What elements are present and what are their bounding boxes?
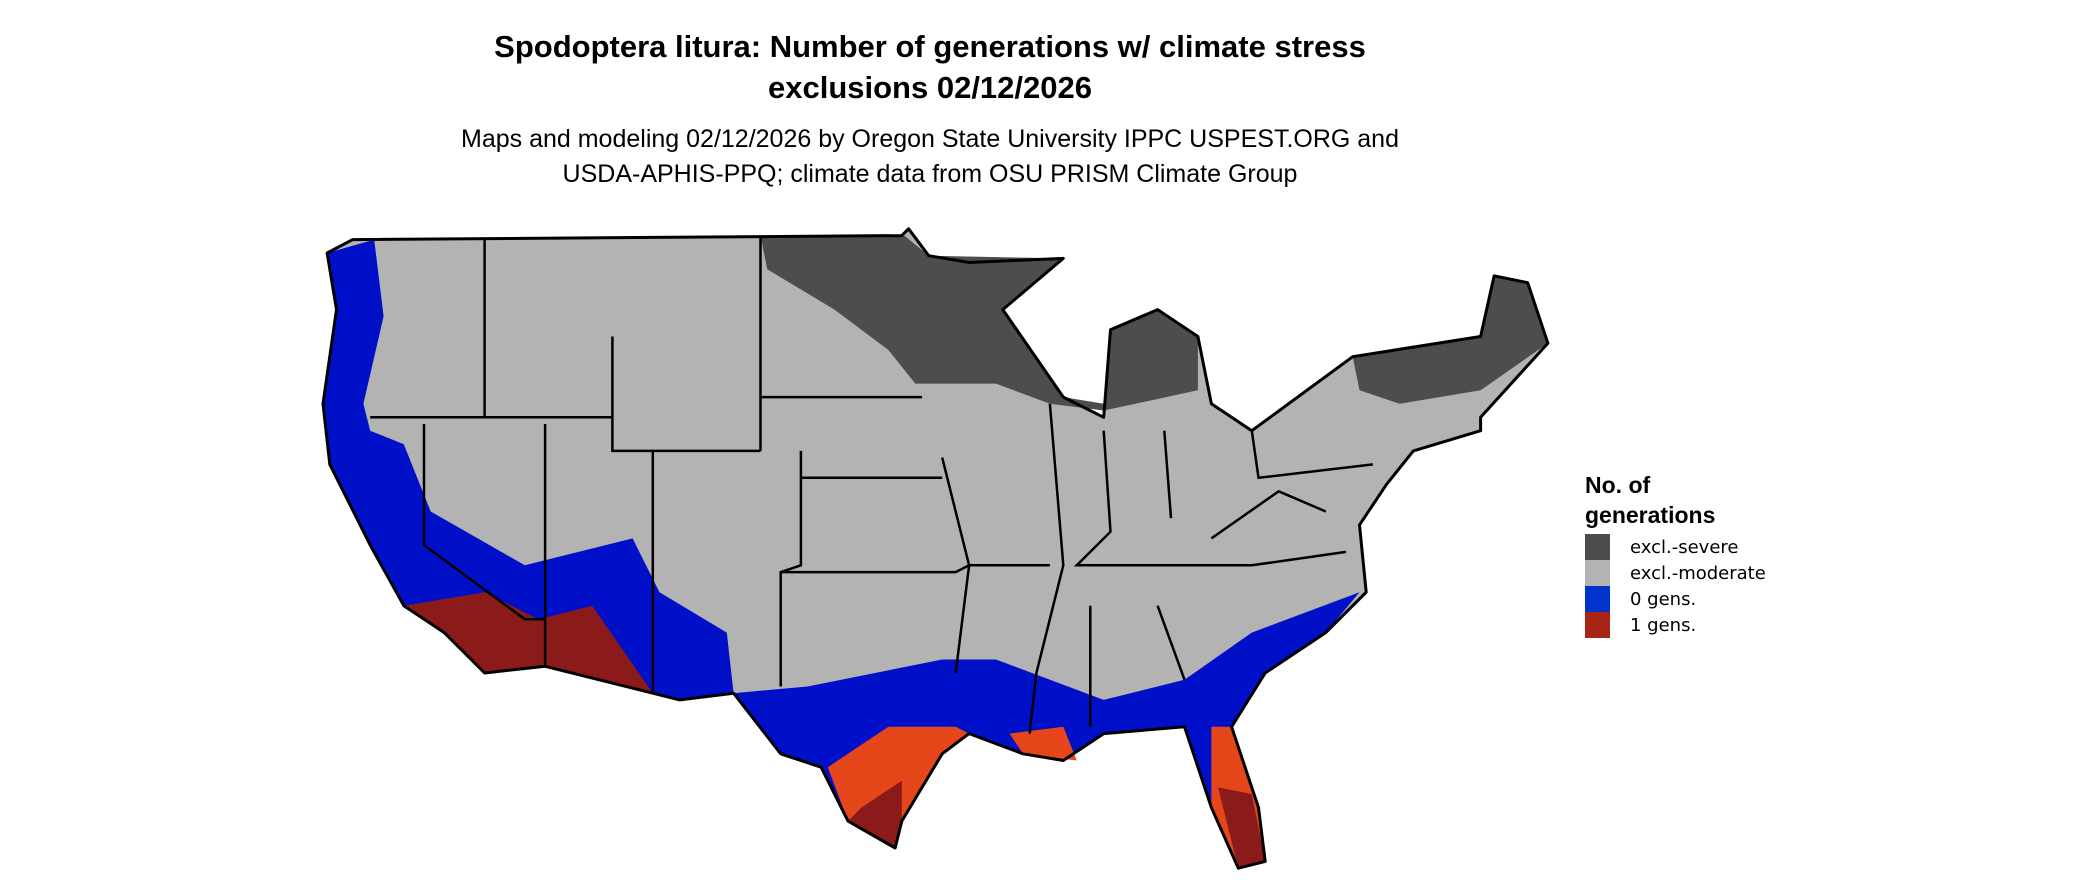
legend-item-0-gens: 0 gens. bbox=[1585, 586, 1766, 612]
conus-border bbox=[321, 227, 1550, 870]
legend-swatch bbox=[1585, 612, 1610, 638]
title-line-2: exclusions 02/12/2026 bbox=[767, 70, 1092, 105]
legend-item-1-gens: 1 gens. bbox=[1585, 612, 1766, 638]
zone-1-gens-louisiana bbox=[1009, 726, 1077, 761]
state-border bbox=[611, 336, 761, 453]
zone-1-gens-southwest bbox=[403, 592, 653, 694]
state-border bbox=[780, 564, 1050, 574]
state-border bbox=[779, 450, 803, 687]
zone-0-gens-west bbox=[323, 239, 734, 700]
state-border bbox=[422, 424, 546, 621]
state-border bbox=[1250, 430, 1374, 480]
legend: No. of generations excl.-severe excl.-mo… bbox=[1585, 470, 1766, 638]
legend-swatch bbox=[1585, 534, 1610, 560]
title-line-1: Spodoptera litura: Number of generations… bbox=[494, 29, 1366, 64]
state-border bbox=[1210, 489, 1327, 540]
state-border bbox=[1028, 403, 1065, 734]
legend-swatch bbox=[1585, 560, 1610, 586]
subtitle-line-1: Maps and modeling 02/12/2026 by Oregon S… bbox=[461, 125, 1399, 153]
zone-severe-northeast bbox=[1352, 275, 1548, 404]
map-title: Spodoptera litura: Number of generations… bbox=[0, 26, 1860, 108]
state-border bbox=[1163, 430, 1173, 519]
zone-severe-north bbox=[760, 235, 1198, 411]
subtitle-line-2: USDA-APHIS-PPQ; climate data from OSU PR… bbox=[562, 160, 1298, 188]
legend-item-severe: excl.-severe bbox=[1585, 534, 1766, 560]
map-subtitle: Maps and modeling 02/12/2026 by Oregon S… bbox=[0, 122, 1860, 192]
legend-title: No. of generations bbox=[1585, 470, 1766, 530]
legend-item-moderate: excl.-moderate bbox=[1585, 560, 1766, 586]
legend-swatch bbox=[1585, 586, 1610, 612]
zone-1-gens-texas-south bbox=[848, 780, 902, 848]
legend-label: excl.-severe bbox=[1630, 536, 1739, 558]
legend-title-line-1: No. of bbox=[1585, 472, 1651, 498]
legend-label: 1 gens. bbox=[1630, 614, 1697, 636]
legend-label: 0 gens. bbox=[1630, 588, 1697, 610]
legend-title-line-2: generations bbox=[1585, 502, 1716, 528]
legend-label: excl.-moderate bbox=[1630, 562, 1766, 584]
zone-1-gens-florida-south bbox=[1218, 787, 1266, 869]
state-border bbox=[1073, 430, 1347, 567]
state-border bbox=[1156, 605, 1186, 681]
